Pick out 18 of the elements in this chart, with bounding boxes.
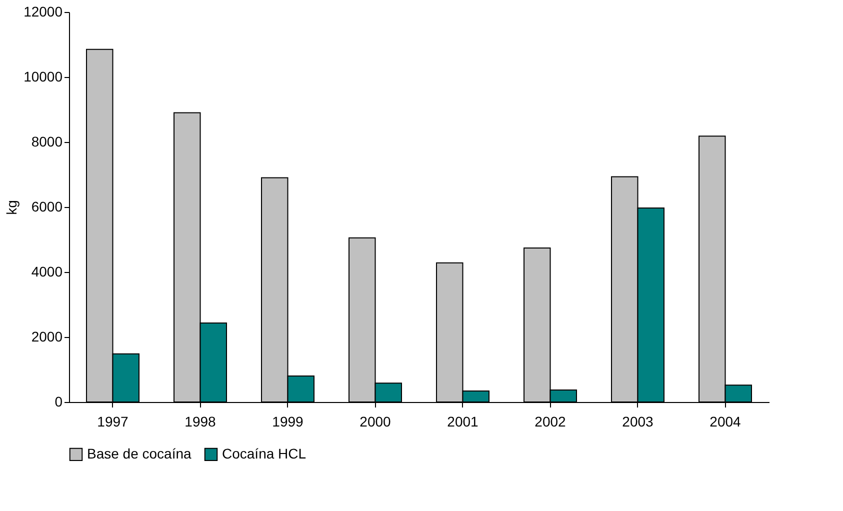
x-tick-label: 2000 <box>360 414 392 430</box>
x-tick-label: 1999 <box>272 414 304 430</box>
y-axis-title: kg <box>4 200 20 215</box>
y-tick-label: 12000 <box>24 4 63 20</box>
x-tick-label: 2002 <box>534 414 566 430</box>
y-tick-label: 6000 <box>31 198 63 214</box>
legend-label: Cocaína HCL <box>222 445 306 462</box>
x-tick-label: 2004 <box>710 414 742 430</box>
y-tick-label: 2000 <box>31 328 63 344</box>
legend-label: Base de cocaína <box>87 445 192 462</box>
x-tick-label: 1998 <box>184 414 216 430</box>
y-tick-label: 8000 <box>31 134 63 150</box>
x-tick-label: 2001 <box>447 414 479 430</box>
x-tick-label: 1997 <box>97 414 129 430</box>
y-tick-label: 4000 <box>31 264 63 280</box>
x-tick-label: 2003 <box>622 414 654 430</box>
y-tick-label: 0 <box>54 394 63 410</box>
y-tick-label: 10000 <box>24 68 63 84</box>
